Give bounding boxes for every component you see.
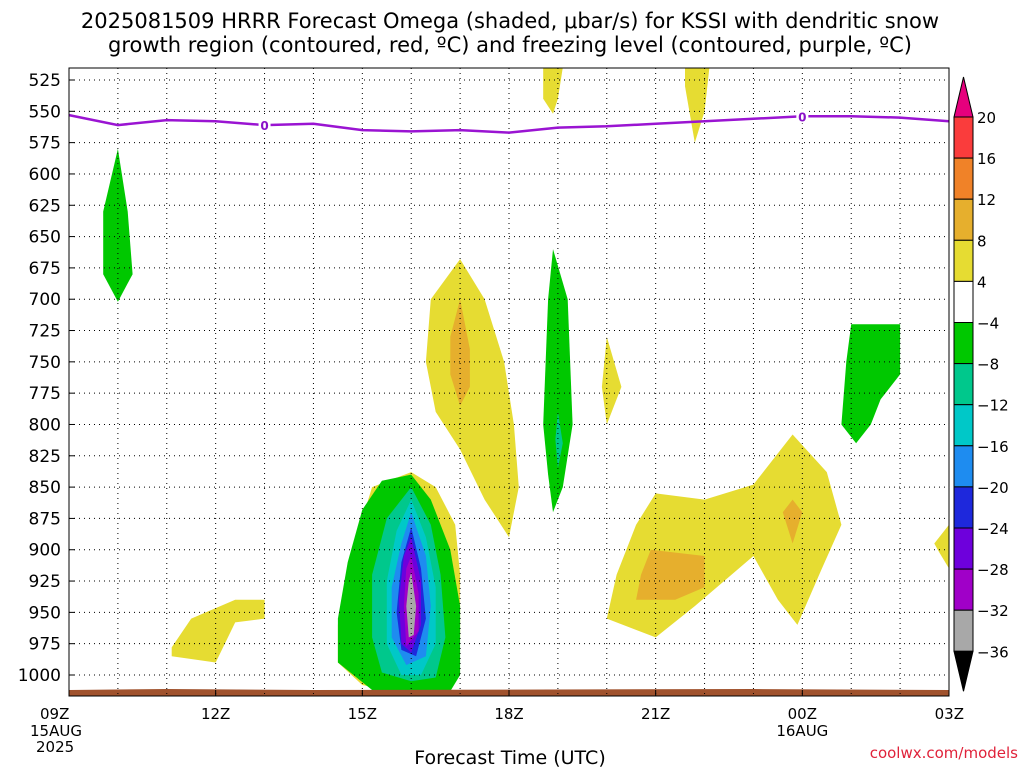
x-tick-label-00Z: 00Z: [788, 705, 817, 723]
colorbar-label--16: −16: [977, 438, 1009, 456]
colorbar-label--8: −8: [977, 356, 999, 374]
x-date-label-16AUG: 16AUG: [776, 722, 828, 740]
colorbar-label--36: −36: [977, 643, 1009, 661]
colorbar-segment-3: [953, 239, 974, 282]
y-tick-label-550: 550: [29, 102, 61, 122]
colorbar-label-4: 4: [977, 273, 987, 291]
y-tick-label-800: 800: [29, 415, 61, 435]
y-tick-label-625: 625: [29, 196, 61, 216]
omega-region-1: [171, 599, 265, 663]
omega-region-22: [685, 67, 710, 143]
y-tick-label-750: 750: [29, 353, 61, 373]
omega-region-21: [543, 67, 563, 114]
colorbar-segment-7: [953, 404, 974, 447]
y-tick-label-675: 675: [29, 259, 61, 279]
colorbar-label--20: −20: [977, 479, 1009, 497]
chart-title-line1: 2025081509 HRRR Forecast Omega (shaded, …: [81, 9, 939, 33]
x-tick-label-21Z: 21Z: [641, 705, 670, 723]
freezing-label-bg-15: [796, 108, 809, 124]
y-tick-label-875: 875: [29, 509, 61, 529]
x-tick-label-18Z: 18Z: [494, 705, 523, 723]
colorbar-label-20: 20: [977, 109, 996, 127]
omega-region-0: [103, 148, 133, 302]
omega-region-20: [934, 524, 949, 569]
omega-colorbar: 20 16 12 8 4 −4 −8 −12 −16 −20 −24 −28 −32 −36: [953, 76, 1009, 692]
x-tick-label-09Z: 09Z: [40, 705, 69, 723]
y-tick-label-975: 975: [29, 635, 61, 655]
colorbar-label-8: 8: [977, 232, 987, 250]
colorbar-segment-11: [953, 568, 974, 611]
colorbar-label--28: −28: [977, 561, 1009, 579]
colorbar-label--4: −4: [977, 315, 999, 333]
y-tick-label-725: 725: [29, 322, 61, 342]
chart-title-line2: growth region (contoured, red, ºC) and f…: [108, 33, 912, 57]
colorbar-top-triangle: [953, 76, 974, 118]
omega-region-18: [782, 499, 803, 544]
x-date-label-15AUG: 15AUG: [30, 722, 82, 740]
colorbar-segment-5: [953, 322, 974, 365]
plot-frame: [68, 67, 950, 697]
y-tick-label-925: 925: [29, 572, 61, 592]
omega-shading: [69, 67, 949, 696]
colorbar-label--32: −32: [977, 602, 1009, 620]
pressure-axis: 525 550 575 600 625 650 675 700 725 750 775 800 825 8…: [18, 71, 75, 686]
omega-region-15: [601, 336, 622, 425]
y-tick-label-850: 850: [29, 478, 61, 498]
y-tick-label-1000: 1000: [18, 666, 61, 686]
omega-region-12: [406, 572, 417, 638]
omega-region-14: [555, 411, 563, 469]
colorbar-bottom-triangle: [953, 650, 974, 692]
y-tick-label-525: 525: [29, 71, 61, 91]
freezing-level-label-4: 0: [260, 119, 268, 133]
omega-region-2: [425, 259, 519, 538]
colorbar-segment-8: [953, 445, 974, 488]
y-tick-label-950: 950: [29, 603, 61, 623]
x-axis-label: Forecast Time (UTC): [414, 747, 605, 768]
colorbar-label--12: −12: [977, 397, 1009, 415]
freezing-level-label-15: 0: [798, 110, 806, 124]
freezing-label-bg-4: [258, 117, 271, 133]
y-tick-label-775: 775: [29, 384, 61, 404]
colorbar-segment-6: [953, 363, 974, 406]
omega-region-13: [543, 249, 573, 513]
y-tick-label-700: 700: [29, 290, 61, 310]
colorbar-segment-10: [953, 527, 974, 570]
colorbar-segment-12: [953, 609, 974, 652]
colorbar-segment-1: [953, 157, 974, 200]
credit-text: coolwx.com/models: [870, 744, 1018, 762]
x-tick-label-15Z: 15Z: [348, 705, 377, 723]
omega-region-17: [636, 549, 705, 600]
y-tick-label-900: 900: [29, 541, 61, 561]
x-tick-label-12Z: 12Z: [201, 705, 230, 723]
omega-region-19: [841, 324, 901, 444]
y-tick-label-575: 575: [29, 134, 61, 154]
colorbar-label--24: −24: [977, 520, 1009, 538]
plot-gridlines: [69, 68, 949, 696]
colorbar-segment-4: [953, 280, 974, 323]
omega-region-3: [450, 299, 470, 406]
colorbar-segment-2: [953, 198, 974, 241]
y-tick-label-825: 825: [29, 447, 61, 467]
colorbar-label-16: 16: [977, 150, 996, 168]
y-tick-label-650: 650: [29, 228, 61, 248]
x-year-label: 2025: [36, 738, 74, 756]
freezing-level-contours: 00: [68, 108, 950, 134]
colorbar-segment-0: [953, 116, 974, 159]
colorbar-label-12: 12: [977, 191, 996, 209]
y-tick-label-600: 600: [29, 165, 61, 185]
x-tick-label-03Z: 03Z: [935, 705, 964, 723]
colorbar-segment-9: [953, 486, 974, 529]
omega-region-16: [606, 434, 842, 638]
